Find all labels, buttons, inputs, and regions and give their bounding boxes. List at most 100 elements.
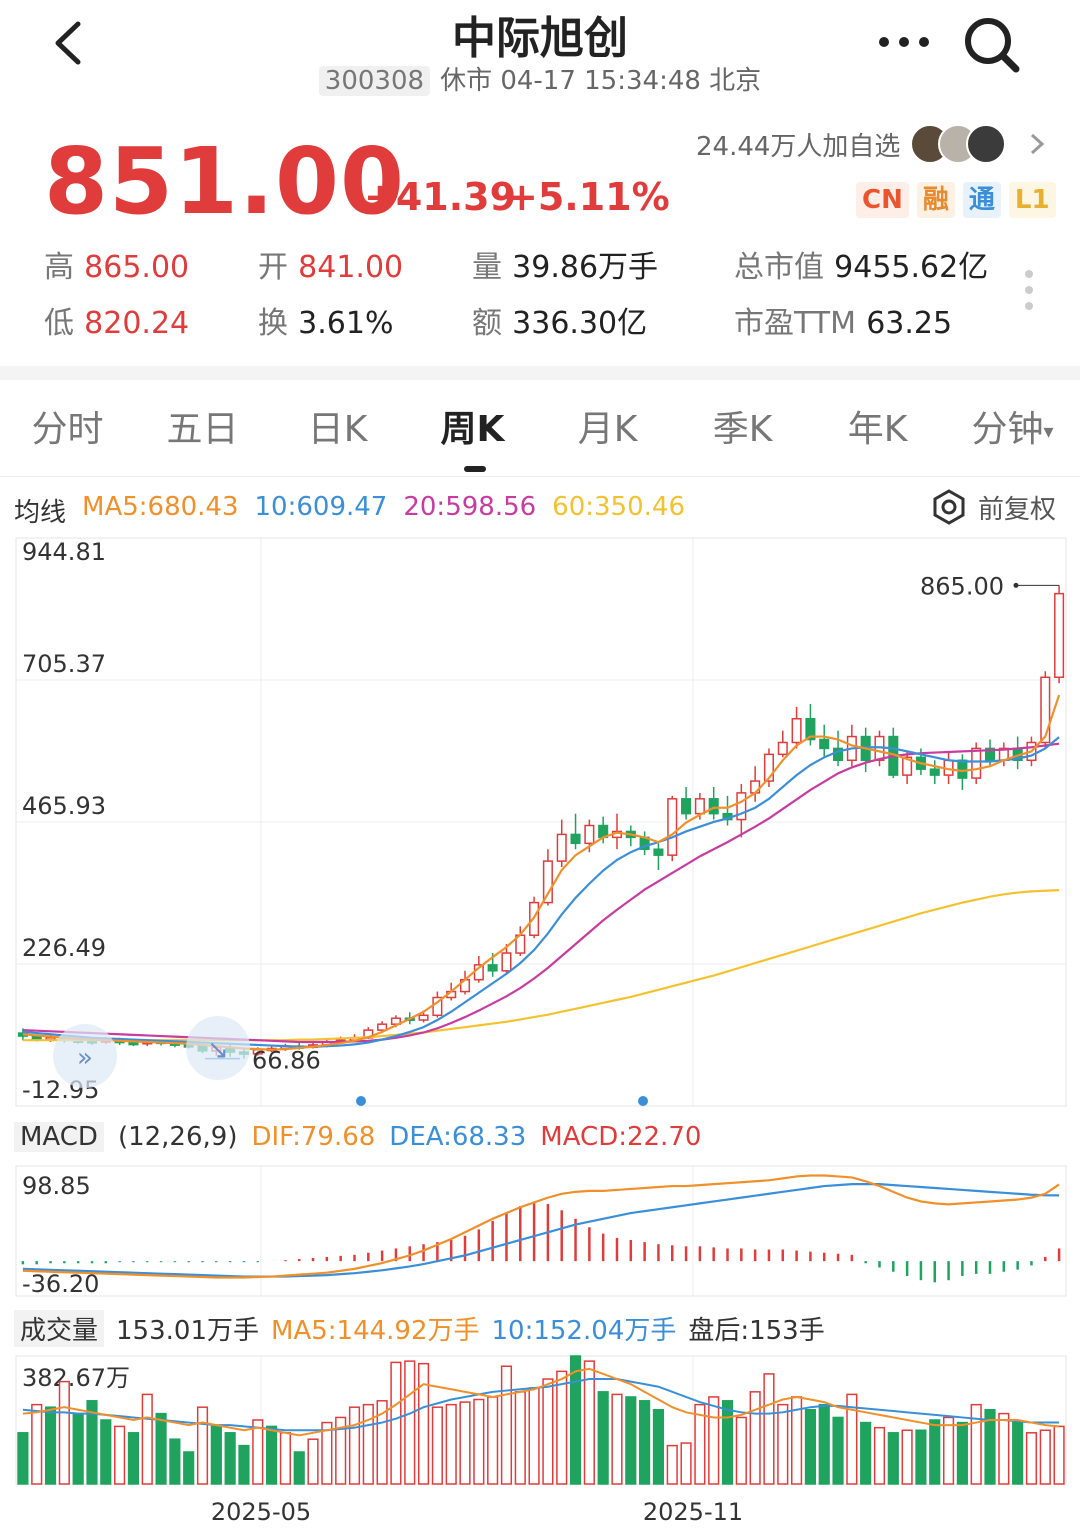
candle (971, 747, 982, 779)
volume-max-label: 382.67万 (22, 1364, 130, 1392)
volume-chart[interactable]: 382.67万 2025-05 2025-11 (0, 1352, 1080, 1532)
volume-bar (431, 1406, 443, 1485)
y-tick-label: 465.93 (22, 792, 106, 820)
back-icon[interactable] (44, 18, 94, 68)
volume-ma5-line (22, 1367, 1060, 1437)
stock-status: 300308 休市 04-17 15:34:48 北京 (0, 60, 1080, 97)
more-icon[interactable] (874, 30, 934, 54)
macd-params: (12,26,9) (117, 1122, 238, 1152)
volume-title[interactable]: 成交量 (14, 1310, 105, 1347)
macd-chart[interactable]: 98.85 -36.20 (0, 1162, 1080, 1298)
volume-bar (155, 1412, 167, 1485)
volume-bar (224, 1432, 236, 1485)
y-tick-label: 705.37 (22, 650, 106, 678)
stat-open: 开 841.00 (258, 250, 404, 285)
volume-bar (942, 1416, 955, 1485)
candle (984, 747, 996, 762)
volume-bar (279, 1432, 291, 1485)
volume-bar (1039, 1429, 1051, 1485)
tab-daily[interactable]: 日K (307, 409, 368, 450)
macd-value: MACD:22.70 (540, 1122, 702, 1152)
candle (1040, 676, 1051, 744)
candle (736, 792, 747, 821)
volume-bar (500, 1365, 513, 1485)
ma20-line (22, 742, 1060, 1044)
volume-bar (569, 1355, 582, 1485)
market-status: 休市 04-17 15:34:48 北京 (440, 66, 762, 96)
tab-5day[interactable]: 五日 (166, 409, 239, 450)
volume-bar (487, 1396, 499, 1485)
active-tab-indicator (464, 466, 486, 472)
candle (377, 1023, 388, 1031)
y-tick-label: 226.49 (22, 934, 106, 962)
volume-bar (583, 1360, 595, 1485)
dif-value: DIF:79.68 (251, 1122, 376, 1152)
ma5-line (22, 694, 1061, 1051)
ma20-value: 20:598.56 (403, 492, 537, 522)
volume-bar (169, 1438, 181, 1485)
period-tabs: 分时 五日 日K 周K 月K 季K 年K 分钟▾ (0, 400, 1080, 460)
after-hours-volume: 盘后:153手 (688, 1316, 825, 1346)
candle (819, 738, 830, 750)
stock-code: 300308 (318, 66, 431, 96)
volume-value: 153.01万手 (116, 1316, 259, 1346)
stat-turnover: 换 3.61% (258, 306, 394, 341)
volume-bar (763, 1373, 775, 1485)
stat-market-cap: 总市值 9455.62亿 (734, 250, 989, 285)
volume-bar (652, 1409, 665, 1485)
volume-bar (376, 1400, 388, 1485)
candle (31, 1035, 42, 1040)
stat-volume: 量 39.86万手 (472, 250, 659, 285)
volume-bar (31, 1403, 43, 1485)
tab-intraday[interactable]: 分时 (31, 409, 104, 450)
volume-bar (915, 1429, 927, 1485)
watchlist-entry[interactable]: 24.44万人加自选 (696, 118, 1052, 170)
stat-high: 高 865.00 (44, 250, 190, 285)
volume-bar (459, 1401, 471, 1485)
volume-bar (542, 1378, 554, 1485)
event-dot (356, 1096, 366, 1106)
volume-bar (17, 1432, 29, 1485)
volume-bar (873, 1426, 886, 1485)
event-dot (638, 1096, 648, 1106)
x-tick-label: 2025-05 (211, 1498, 311, 1526)
search-icon[interactable] (960, 14, 1024, 74)
adjust-setting[interactable]: 前复权 (930, 488, 1056, 526)
volume-bar (956, 1421, 968, 1485)
expand-stats-icon[interactable] (1022, 268, 1036, 312)
macd-max-label: 98.85 (22, 1172, 91, 1200)
tab-quarterly[interactable]: 季K (712, 409, 773, 450)
volume-bar (777, 1403, 789, 1485)
volume-bar (556, 1370, 568, 1485)
max-price-label: 865.00 (920, 572, 1004, 600)
volume-bar (804, 1409, 816, 1485)
page-title: 中际旭创 (452, 13, 628, 64)
volume-bar (72, 1412, 84, 1485)
candle (805, 718, 816, 741)
volume-bar (901, 1429, 913, 1485)
volume-bar (307, 1438, 319, 1485)
volume-bar (680, 1442, 692, 1485)
tab-monthly[interactable]: 月K (577, 409, 638, 450)
chart-frame (15, 1355, 1067, 1485)
avatar (966, 124, 1007, 164)
x-tick-label: 2025-11 (643, 1498, 743, 1526)
volume-bar (266, 1425, 278, 1485)
volume-bar (141, 1393, 153, 1485)
price-change-pct: +5.11% (506, 175, 670, 219)
ma10-line (22, 736, 1060, 1048)
tag-l1: L1 (1008, 182, 1056, 218)
tab-weekly[interactable]: 周K (440, 409, 505, 450)
volume-bar (694, 1403, 706, 1485)
volume-bar (100, 1419, 112, 1485)
candle (791, 718, 802, 744)
volume-ma10: 10:152.04万手 (491, 1316, 677, 1346)
tab-yearly[interactable]: 年K (847, 409, 908, 450)
volume-bar (611, 1393, 623, 1485)
macd-title[interactable]: MACD (14, 1122, 104, 1152)
divider (0, 366, 1080, 380)
tab-minute[interactable]: 分钟▾ (971, 409, 1054, 450)
volume-bar (238, 1444, 250, 1485)
candlestick-chart[interactable]: 944.81705.37465.93226.49-12.95865.0066.8… (0, 530, 1080, 1110)
price-change: +41.39 (364, 175, 517, 219)
